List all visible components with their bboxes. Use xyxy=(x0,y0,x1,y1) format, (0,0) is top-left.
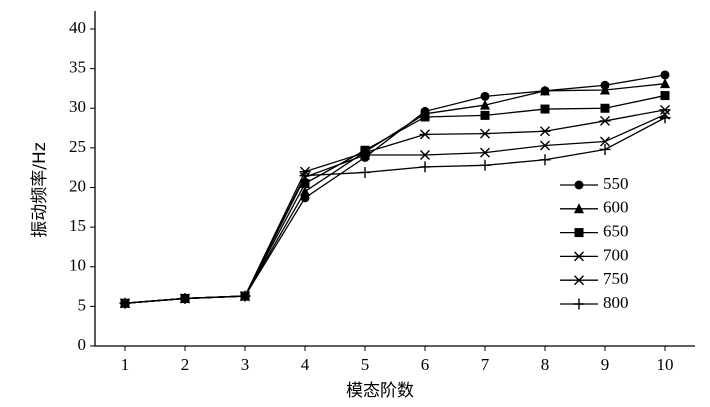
legend-marker xyxy=(573,298,585,310)
legend-marker xyxy=(573,251,585,262)
x-tick-label: 3 xyxy=(241,355,250,374)
marker xyxy=(300,185,310,196)
marker xyxy=(600,103,610,113)
legend-label: 600 xyxy=(603,198,629,217)
y-tick-label: 10 xyxy=(69,256,86,275)
x-tick-label: 8 xyxy=(541,355,550,374)
marker xyxy=(420,150,430,161)
series-line xyxy=(124,94,666,304)
x-tick-label: 5 xyxy=(361,355,370,374)
legend-label: 650 xyxy=(603,222,629,241)
marker xyxy=(600,136,610,147)
marker xyxy=(480,99,490,110)
legend-label: 800 xyxy=(603,293,629,312)
x-tick-label: 4 xyxy=(301,355,310,374)
y-tick-label: 5 xyxy=(78,295,87,314)
marker xyxy=(480,91,490,101)
marker xyxy=(659,104,671,115)
marker xyxy=(360,150,370,161)
y-tick-label: 35 xyxy=(69,58,86,77)
marker xyxy=(360,145,370,155)
y-axis-label: 振动频率/Hz xyxy=(30,142,50,238)
marker xyxy=(119,297,131,309)
y-tick-label: 30 xyxy=(69,97,86,116)
marker xyxy=(359,166,371,178)
legend-label: 750 xyxy=(603,269,629,288)
marker xyxy=(479,159,491,171)
y-tick-label: 15 xyxy=(69,216,86,235)
legend-marker xyxy=(574,203,584,214)
series-line xyxy=(124,109,666,304)
marker xyxy=(600,84,610,95)
marker xyxy=(300,179,310,189)
marker xyxy=(540,85,550,96)
series-line xyxy=(124,117,666,304)
x-axis-label: 模态阶数 xyxy=(346,381,414,401)
marker xyxy=(480,147,490,158)
marker xyxy=(540,104,550,114)
y-tick-label: 0 xyxy=(78,335,87,354)
x-tick-label: 6 xyxy=(421,355,430,374)
marker xyxy=(539,154,551,166)
legend-marker xyxy=(574,275,584,286)
marker xyxy=(419,161,431,173)
x-tick-label: 7 xyxy=(481,355,490,374)
marker xyxy=(539,126,551,137)
marker xyxy=(540,140,550,151)
marker xyxy=(660,91,670,101)
marker xyxy=(419,129,431,140)
y-tick-label: 20 xyxy=(69,176,86,195)
marker xyxy=(179,292,191,304)
y-tick-label: 25 xyxy=(69,137,86,156)
series-line xyxy=(124,74,666,304)
x-tick-label: 9 xyxy=(601,355,610,374)
legend-label: 550 xyxy=(603,174,629,193)
legend-marker xyxy=(574,180,584,190)
marker xyxy=(659,112,671,124)
marker xyxy=(599,115,611,126)
x-tick-label: 2 xyxy=(181,355,190,374)
x-tick-label: 1 xyxy=(121,355,130,374)
marker xyxy=(299,170,311,182)
marker xyxy=(480,110,490,120)
marker xyxy=(239,290,251,302)
y-tick-label: 40 xyxy=(69,18,86,37)
marker xyxy=(660,78,670,89)
x-tick-label: 10 xyxy=(657,355,674,374)
marker xyxy=(420,112,430,122)
legend-label: 700 xyxy=(603,245,629,264)
marker xyxy=(660,70,670,80)
marker xyxy=(599,143,611,155)
series-line xyxy=(124,83,666,304)
marker xyxy=(479,128,491,139)
legend-marker xyxy=(574,228,584,238)
